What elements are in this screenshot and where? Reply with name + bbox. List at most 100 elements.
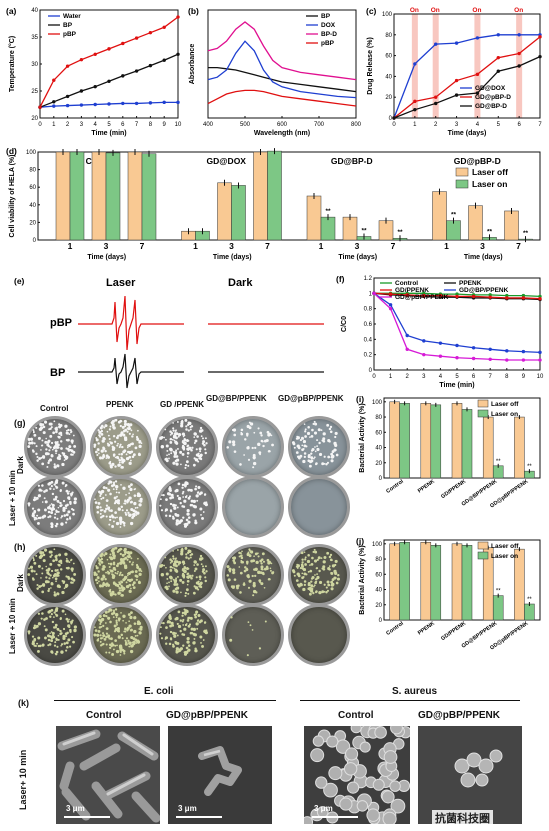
data-point — [438, 341, 443, 345]
bar-laser-on — [141, 153, 157, 241]
data-point — [438, 293, 443, 298]
bar-laser-on — [430, 545, 442, 621]
legend-label: Laser off — [491, 543, 519, 550]
colony-pattern — [27, 548, 77, 597]
bar-laser-on — [320, 216, 336, 241]
y-axis-label: Cell viability of HELA (%) — [9, 155, 16, 238]
legend-label: GD@BP-D — [475, 103, 507, 110]
y-tick-label: 80 — [375, 557, 382, 563]
bar-laser-off — [432, 191, 447, 241]
epr-spectra: (e) Laser Dark pBP BP — [14, 276, 324, 389]
y-axis-label: Temperature (°C) — [8, 36, 16, 92]
x-tick-label: 5 — [497, 122, 501, 128]
data-point — [434, 95, 438, 99]
saureus-treated-label: GD@pBP/PPENK — [418, 710, 500, 721]
chart-j: (j) 0 20 40 60 80 100 Bacterial Activity (%) Con… — [356, 536, 541, 652]
x-tick-label: 3 — [229, 241, 234, 251]
chart-d: (d) 0 20 40 60 80 100 Cell viability of HELA (%… — [6, 146, 541, 261]
colony-pattern — [229, 616, 267, 657]
significance-stars: ** — [496, 589, 501, 595]
significance-stars: ** — [451, 212, 457, 219]
data-point — [148, 101, 153, 105]
y-tick-label: 80 — [29, 168, 36, 174]
data-point — [176, 100, 180, 105]
x-tick-label: 7 — [538, 122, 542, 128]
ecoli-divider — [54, 700, 276, 701]
bar-laser-off — [451, 543, 463, 621]
data-point — [405, 347, 409, 351]
data-point — [422, 293, 426, 298]
x-tick-label: 6 — [517, 122, 521, 128]
coccus-cell — [390, 798, 406, 814]
scale-bar — [312, 816, 358, 818]
y-tick-label: 20 — [29, 220, 36, 226]
laser-on-band — [411, 14, 418, 118]
data-point — [471, 294, 476, 299]
data-point — [455, 356, 459, 360]
data-point — [405, 293, 409, 297]
data-point — [488, 347, 492, 351]
data-point — [79, 89, 84, 93]
laser-on-label: On — [410, 7, 419, 14]
colony-pattern — [94, 480, 143, 528]
saureus-divider — [300, 700, 520, 701]
x-tick-label: 800 — [351, 122, 362, 128]
data-point — [65, 94, 70, 99]
panel-d: (d) 0 20 40 60 80 100 Cell viability of HELA (%… — [4, 144, 546, 270]
panel-a: (a) 0 1 2 3 4 5 6 7 8 9 10 20 25 30 35 40 Time (min) Tempe… — [4, 4, 184, 142]
panel-i: (i) 0 20 40 60 80 100 Bacterial Activity (%) Con… — [354, 392, 546, 532]
x-tick-label: 1 — [413, 122, 417, 128]
legend-label: Water — [63, 13, 81, 20]
row-label-dark: Dark — [16, 456, 25, 474]
legend-label: PPENK — [459, 280, 482, 287]
data-point — [79, 103, 84, 107]
coccus-cell — [312, 735, 325, 747]
data-point — [496, 55, 500, 60]
x-tick-label: 8 — [505, 374, 509, 380]
coccus-cell — [323, 782, 338, 798]
coccus-cell — [339, 797, 353, 811]
legend-swatch-on — [455, 179, 469, 189]
significance-stars: ** — [325, 208, 331, 215]
bar-laser-off — [504, 210, 519, 241]
x-tick-label: 500 — [240, 122, 251, 128]
x-tick-label: 6 — [121, 122, 125, 128]
x-tick-label: 7 — [265, 241, 270, 251]
panel-label-a: (a) — [6, 6, 17, 16]
data-point — [538, 35, 542, 39]
data-point — [521, 296, 526, 300]
x-tick-label: 3 — [355, 241, 360, 251]
legend-label: GD@pBP/PPENK — [395, 294, 449, 301]
x-tick-label: 7 — [516, 241, 521, 251]
x-tick-label: 700 — [314, 122, 325, 128]
x-tick-label: 4 — [476, 122, 480, 128]
colony-pattern — [27, 420, 77, 469]
y-tick-label: 60 — [29, 185, 36, 191]
x-tick-label: 7 — [135, 122, 139, 128]
y-tick-label: 0.2 — [364, 353, 373, 359]
x-tick-label: 5 — [455, 374, 459, 380]
panel-e: (e) Laser Dark pBP BP — [14, 272, 332, 392]
laser-on-label: On — [514, 7, 523, 14]
data-point — [93, 84, 97, 89]
y-tick-label: 0 — [389, 116, 393, 122]
colony-pattern — [159, 608, 208, 656]
colony-pattern — [159, 418, 208, 469]
data-point — [93, 102, 97, 107]
chart-c: (c) On On On On 0 1 2 3 4 5 6 7 0 20 40 60 80 100 Time (day… — [366, 6, 542, 137]
bar-laser-off — [55, 151, 71, 241]
data-point — [107, 47, 111, 51]
series-line-pBP — [39, 16, 179, 108]
data-point — [38, 105, 42, 109]
x-axis-label: Time (min) — [439, 382, 474, 389]
colony-pattern — [93, 608, 143, 656]
epr-pbp-label: pBP — [50, 317, 72, 329]
colony-pattern — [291, 479, 347, 535]
colony-pattern — [93, 546, 143, 597]
x-tick-label: 3 — [480, 241, 485, 251]
data-point — [65, 103, 70, 108]
data-point — [79, 57, 84, 62]
bar-laser-off — [342, 216, 358, 241]
data-point — [538, 54, 542, 59]
x-tick-label: 3 — [104, 241, 109, 251]
